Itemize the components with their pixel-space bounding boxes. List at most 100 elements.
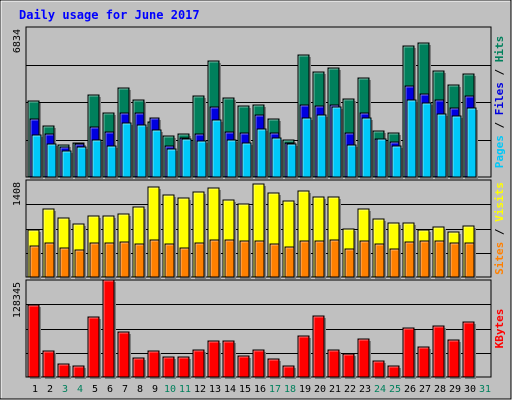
sites-bar-day-5 <box>89 242 101 279</box>
sites-bar-day-30 <box>464 242 476 279</box>
visits-legend-label: Visits <box>493 182 506 222</box>
pages-bar-day-30 <box>466 107 478 179</box>
sites-bar-day-2 <box>44 242 56 279</box>
day-label-21: 21 <box>329 384 341 395</box>
sites-bar-day-16 <box>254 240 266 279</box>
kbytes-bar-day-13 <box>207 340 221 379</box>
day-label-3: 3 <box>62 384 68 395</box>
sites-bar-day-6 <box>104 242 116 279</box>
kbytes-bar-day-14 <box>222 340 236 379</box>
sites-bar-day-25 <box>389 248 401 279</box>
kbytes-bar-day-15 <box>237 355 251 379</box>
kbytes-bar-day-27 <box>417 346 431 379</box>
pages-bar-day-11 <box>181 138 193 179</box>
day-label-15: 15 <box>239 384 251 395</box>
sites-bar-day-12 <box>194 242 206 279</box>
day-label-8: 8 <box>137 384 143 395</box>
x-axis-day-labels: 1 2 3 4 5 6 7 8 9 10 11 12 13 14 15 16 17 18 19 20 21 22 23 24 2… <box>32 384 491 395</box>
sites-bar-day-27 <box>419 240 431 279</box>
kbytes-bar-day-6 <box>102 279 116 379</box>
bottom-y-tick-label: 128345 <box>12 282 23 318</box>
pages-bar-day-27 <box>421 102 433 179</box>
sites-bar-day-1 <box>29 245 41 279</box>
kbytes-bar-day-4 <box>72 365 86 379</box>
pages-bar-day-14 <box>226 139 238 179</box>
kbytes-bar-day-1 <box>27 304 41 379</box>
day-label-31: 31 <box>479 384 491 395</box>
pages-bar-day-3 <box>61 150 73 179</box>
pages-bar-day-17 <box>271 137 283 179</box>
sites-bar-day-24 <box>374 243 386 279</box>
sites-bar-day-13 <box>209 239 221 279</box>
kbytes-bar-day-30 <box>462 321 476 379</box>
kbytes-bar-day-5 <box>87 316 101 379</box>
pages-bar-day-22 <box>346 144 358 179</box>
pages-bar-day-29 <box>451 115 463 179</box>
day-label-6: 6 <box>107 384 113 395</box>
sites-bar-day-17 <box>269 243 281 279</box>
day-label-2: 2 <box>47 384 53 395</box>
kbytes-bar-day-19 <box>297 335 311 379</box>
kbytes-bar-day-20 <box>312 315 326 379</box>
sites-bar-day-23 <box>359 240 371 279</box>
day-label-10: 10 <box>164 384 176 395</box>
pages-legend-label: Pages <box>493 135 506 168</box>
day-label-4: 4 <box>77 384 83 395</box>
kbytes-bar-day-22 <box>342 353 356 379</box>
pages-bar-day-13 <box>211 119 223 179</box>
pages-bar-day-7 <box>121 122 133 179</box>
sites-bar-day-15 <box>239 240 251 279</box>
visits-bar-day-12 <box>192 191 206 279</box>
day-label-9: 9 <box>152 384 158 395</box>
kbytes-bar-day-23 <box>357 338 371 379</box>
sites-bar-day-14 <box>224 239 236 279</box>
legend-separator: / <box>493 62 506 82</box>
sites-bar-day-18 <box>284 246 296 279</box>
sites-bar-day-28 <box>434 240 446 279</box>
day-label-7: 7 <box>122 384 128 395</box>
middle-y-tick-label: 1408 <box>12 182 23 206</box>
sites-bar-day-19 <box>299 240 311 279</box>
day-label-17: 17 <box>269 384 281 395</box>
pages-bar-day-2 <box>46 143 58 179</box>
pages-bar-day-28 <box>436 113 448 179</box>
day-label-22: 22 <box>344 384 356 395</box>
pages-bar-day-8 <box>136 124 148 179</box>
kbytes-bar-day-26 <box>402 327 416 379</box>
pages-bar-day-15 <box>241 142 253 179</box>
sites-bar-day-11 <box>179 247 191 279</box>
pages-bar-day-9 <box>151 129 163 179</box>
pages-bar-day-25 <box>391 145 403 179</box>
pages-bar-day-21 <box>331 106 343 179</box>
legend-separator: / <box>493 115 506 135</box>
kbytes-bar-day-17 <box>267 358 281 379</box>
sites-bar-day-4 <box>74 249 86 279</box>
sites-legend-label: Sites <box>493 242 506 275</box>
pages-bar-day-12 <box>196 140 208 179</box>
bottom-series-legend: KBytes <box>493 309 506 349</box>
day-label-29: 29 <box>449 384 461 395</box>
day-label-27: 27 <box>419 384 431 395</box>
pages-bar-day-6 <box>106 145 118 179</box>
day-label-26: 26 <box>404 384 416 395</box>
legend-separator: / <box>493 222 506 242</box>
pages-bar-day-10 <box>166 148 178 179</box>
pages-bar-day-16 <box>256 128 268 179</box>
pages-bar-day-4 <box>76 146 88 179</box>
kbytes-bar-day-9 <box>147 350 161 379</box>
kbytes-bar-day-25 <box>387 365 401 379</box>
pages-bar-day-26 <box>406 99 418 179</box>
top-series-legend: Pages / Files / Hits <box>493 36 506 169</box>
kbytes-bar-day-24 <box>372 360 386 379</box>
day-label-24: 24 <box>374 384 386 395</box>
sites-bar-day-3 <box>59 247 71 279</box>
kbytes-bar-day-12 <box>192 349 206 379</box>
day-label-20: 20 <box>314 384 326 395</box>
bottom-panel: 128345 KBytes <box>12 279 506 379</box>
day-label-12: 12 <box>194 384 206 395</box>
pages-bar-day-23 <box>361 117 373 179</box>
kbytes-bar-day-28 <box>432 325 446 379</box>
pages-bar-day-5 <box>91 139 103 179</box>
